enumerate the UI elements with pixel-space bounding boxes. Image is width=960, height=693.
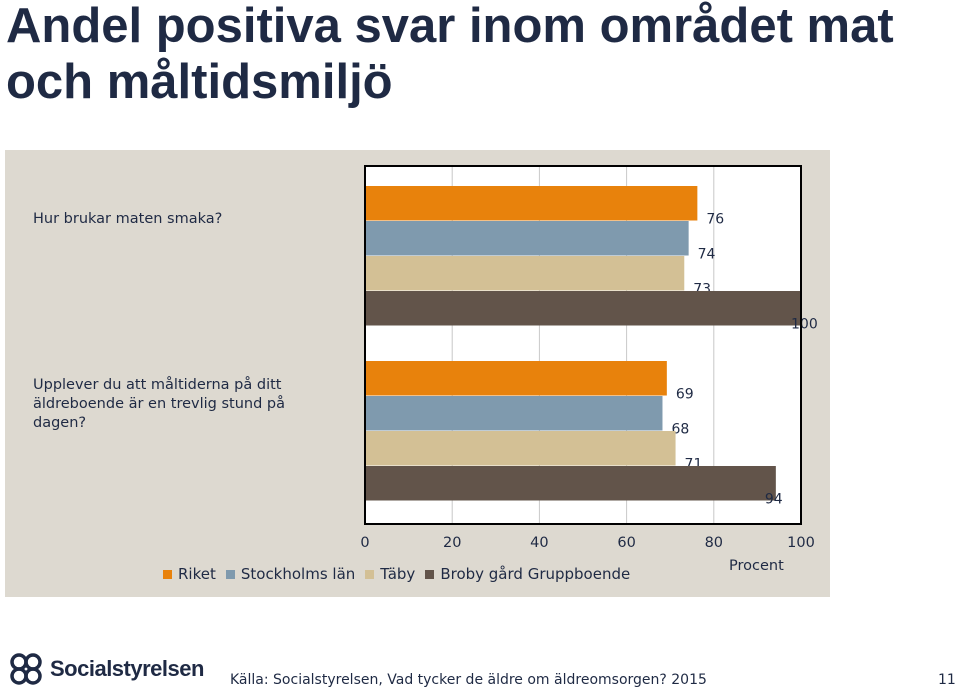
x-tick-label: 20 <box>443 535 461 550</box>
x-axis-title: Procent <box>729 558 784 574</box>
chart-panel: 0 20 40 60 80 100 76 74 73 100 69 68 71 94 Hur brukar… <box>5 150 830 597</box>
legend-swatch <box>425 569 435 579</box>
data-label: 68 <box>671 421 689 437</box>
bar <box>366 431 676 466</box>
bar <box>366 256 685 291</box>
logo-mark-icon <box>10 653 42 685</box>
category-label-2: Upplever du att måltiderna på ditt äldre… <box>33 377 286 431</box>
legend-item-riket: Riket <box>163 565 216 583</box>
x-tick-label: 100 <box>787 535 815 550</box>
data-label: 94 <box>765 491 783 507</box>
bar <box>366 396 663 431</box>
legend-item-taby: Täby <box>365 565 415 583</box>
category-label-1: Hur brukar maten smaka? <box>33 211 223 227</box>
legend-label: Stockholms län <box>240 565 356 583</box>
legend: Riket Stockholms län Täby Broby gård Gru… <box>163 563 640 585</box>
page-number: 11 <box>938 672 956 688</box>
logo: Socialstyrelsen <box>8 653 204 685</box>
x-tick-label: 0 <box>360 535 369 550</box>
legend-item-stockholm: Stockholms län <box>225 565 356 583</box>
bar <box>366 291 802 326</box>
footer: Socialstyrelsen Källa: Socialstyrelsen, … <box>0 648 960 693</box>
bar <box>366 186 698 221</box>
plot-frame <box>364 165 802 525</box>
x-tick-label: 60 <box>617 535 635 550</box>
legend-swatch <box>225 569 235 579</box>
bar <box>366 221 689 256</box>
bar <box>366 466 776 501</box>
logo-text: Socialstyrelsen <box>50 656 204 681</box>
legend-item-broby: Broby gård Gruppboende <box>425 565 630 583</box>
legend-swatch <box>163 569 172 579</box>
slide-title: Andel positiva svar inom området mat och… <box>6 0 894 109</box>
x-tick-label: 80 <box>705 535 723 550</box>
bar <box>366 361 667 396</box>
data-label: 74 <box>698 246 716 262</box>
data-label: 76 <box>706 211 724 227</box>
source-note: Källa: Socialstyrelsen, Vad tycker de äl… <box>230 672 707 688</box>
legend-label: Riket <box>178 565 216 583</box>
legend-label: Täby <box>380 565 416 583</box>
legend-label: Broby gård Gruppboende <box>440 565 631 583</box>
data-label: 69 <box>676 386 694 402</box>
x-tick-label: 40 <box>530 535 548 550</box>
data-label: 100 <box>791 316 818 332</box>
legend-swatch <box>365 569 375 579</box>
